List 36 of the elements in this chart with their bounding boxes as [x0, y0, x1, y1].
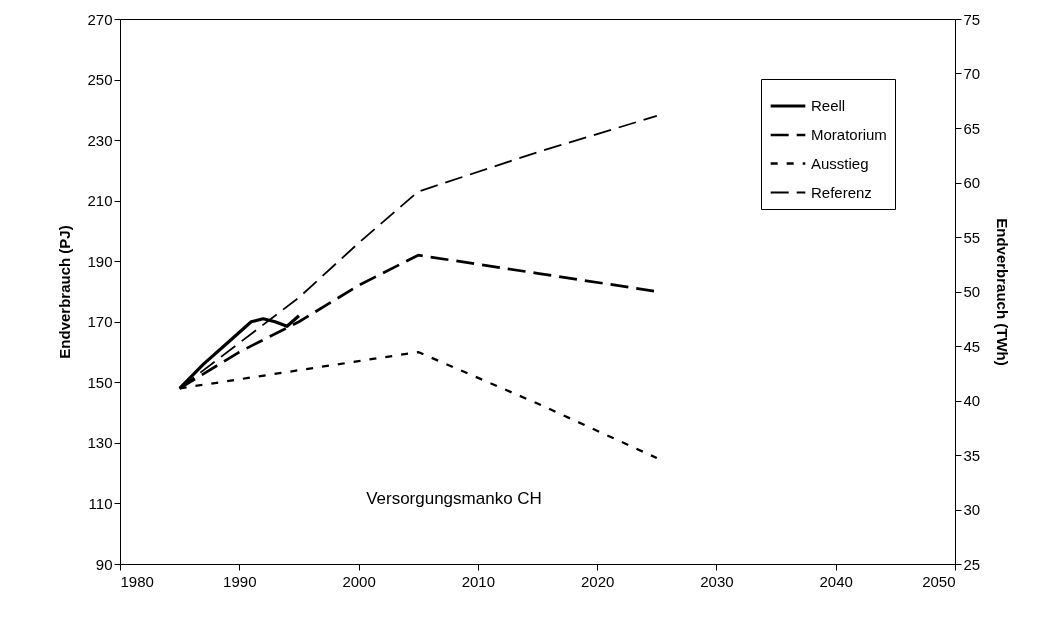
y2-tick-label: 70 — [963, 65, 981, 82]
y-axis-title: Endverbrauch (PJ) — [56, 225, 74, 359]
y-tick-label: 170 — [87, 313, 113, 331]
y-tick-label: 150 — [87, 373, 113, 391]
annotation: Versorgungsmanko CH — [366, 488, 542, 508]
y-tick-label: 230 — [87, 131, 113, 149]
y-tick-label: 210 — [87, 192, 113, 210]
y2-tick-label: 75 — [963, 10, 981, 28]
y-tick-label: 130 — [87, 434, 113, 452]
x-tick-label: 1980 — [120, 572, 154, 590]
x-tick-label: 2000 — [342, 572, 376, 590]
y-tick-label: 90 — [95, 555, 113, 573]
x-tick-label: 2050 — [922, 572, 956, 590]
y2-tick-label: 40 — [963, 392, 981, 409]
y2-axis-title: Endverbrauch (TWh) — [994, 218, 1012, 366]
legend-label: Moratorium — [811, 126, 887, 143]
legend-label: Referenz — [811, 183, 872, 201]
y-tick-label: 270 — [87, 10, 113, 28]
y2-tick-label: 60 — [963, 174, 981, 191]
x-tick-label: 2030 — [700, 572, 734, 590]
legend-label: Reell — [811, 97, 846, 114]
y2-tick-label: 45 — [963, 337, 981, 355]
y2-tick-label: 50 — [963, 283, 981, 300]
y2-tick-label: 25 — [963, 555, 981, 573]
y2-tick-label: 55 — [963, 228, 981, 246]
x-tick-label: 2040 — [819, 572, 853, 590]
x-tick-label: 1990 — [223, 572, 257, 590]
y2-tick-label: 65 — [963, 119, 981, 137]
x-tick-label: 2020 — [580, 572, 615, 590]
y-tick-label: 250 — [87, 71, 113, 89]
y-tick-label: 110 — [88, 494, 113, 512]
legend-label: Ausstieg — [811, 154, 869, 172]
x-tick-label: 2010 — [461, 572, 496, 590]
y2-tick-label: 35 — [963, 446, 981, 464]
y2-tick-label: 30 — [963, 501, 981, 518]
y-tick-label: 190 — [87, 252, 113, 270]
